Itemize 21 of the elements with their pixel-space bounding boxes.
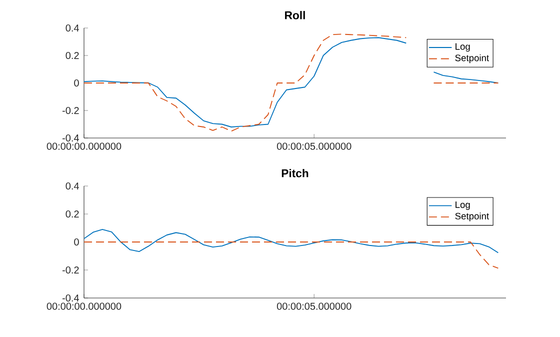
legend-label: Setpoint bbox=[455, 212, 490, 222]
x-tick-label: 00:00:00.000000 bbox=[46, 142, 122, 150]
y-tick-label: -0.2 bbox=[62, 106, 79, 114]
legend-label: Log bbox=[456, 43, 470, 52]
legend-label: Log bbox=[456, 201, 470, 210]
y-tick-label: 0 bbox=[74, 79, 79, 87]
y-tick-label: 0.4 bbox=[66, 24, 79, 32]
y-tick-label: 0 bbox=[74, 238, 79, 246]
y-tick-label: 0.2 bbox=[66, 210, 79, 218]
y-tick-label: -0.2 bbox=[62, 266, 79, 274]
x-tick-label: 00:00:05.000000 bbox=[276, 142, 352, 150]
x-tick-label: 00:00:05.000000 bbox=[276, 302, 352, 310]
x-tick-label: 00:00:00.000000 bbox=[46, 302, 122, 310]
y-tick-label: 0.2 bbox=[66, 52, 79, 60]
line-series bbox=[84, 228, 499, 254]
y-tick-label: -0.4 bbox=[62, 294, 79, 302]
y-tick-label: -0.4 bbox=[62, 134, 79, 142]
chart-title: Roll bbox=[285, 10, 305, 20]
chart-title: Pitch bbox=[282, 168, 308, 178]
y-tick-label: 0.4 bbox=[66, 182, 79, 190]
legend-label: Setpoint bbox=[455, 54, 490, 64]
